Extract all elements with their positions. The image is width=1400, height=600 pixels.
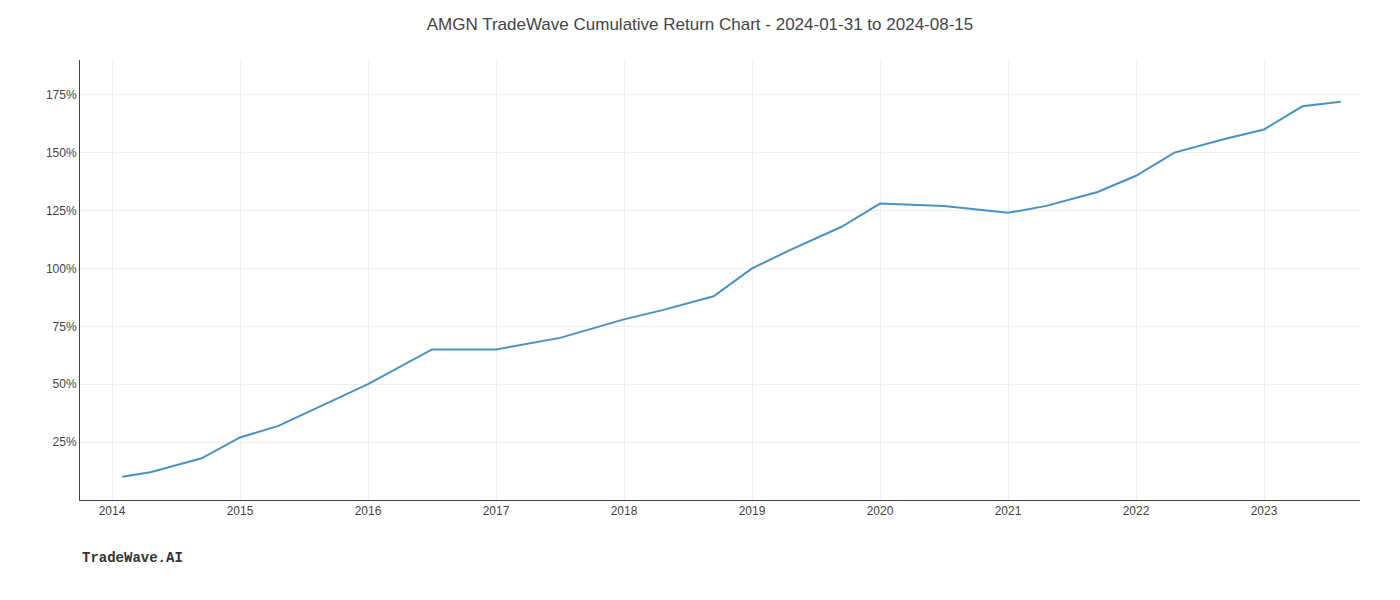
svg-text:TradeWave.AI: TradeWave.AI bbox=[82, 550, 183, 566]
svg-text:2014: 2014 bbox=[99, 504, 126, 518]
svg-text:2023: 2023 bbox=[1251, 504, 1278, 518]
svg-text:50%: 50% bbox=[53, 377, 77, 391]
svg-text:2020: 2020 bbox=[867, 504, 894, 518]
svg-text:150%: 150% bbox=[46, 146, 77, 160]
svg-text:2017: 2017 bbox=[483, 504, 510, 518]
svg-text:2021: 2021 bbox=[995, 504, 1022, 518]
svg-text:125%: 125% bbox=[46, 204, 77, 218]
svg-text:2016: 2016 bbox=[355, 504, 382, 518]
svg-text:2019: 2019 bbox=[739, 504, 766, 518]
svg-text:100%: 100% bbox=[46, 262, 77, 276]
svg-text:175%: 175% bbox=[46, 88, 77, 102]
svg-text:25%: 25% bbox=[53, 435, 77, 449]
svg-text:75%: 75% bbox=[53, 320, 77, 334]
svg-text:2018: 2018 bbox=[611, 504, 638, 518]
svg-text:2022: 2022 bbox=[1123, 504, 1150, 518]
svg-text:AMGN TradeWave Cumulative Retu: AMGN TradeWave Cumulative Return Chart -… bbox=[427, 15, 973, 34]
svg-text:2015: 2015 bbox=[227, 504, 254, 518]
